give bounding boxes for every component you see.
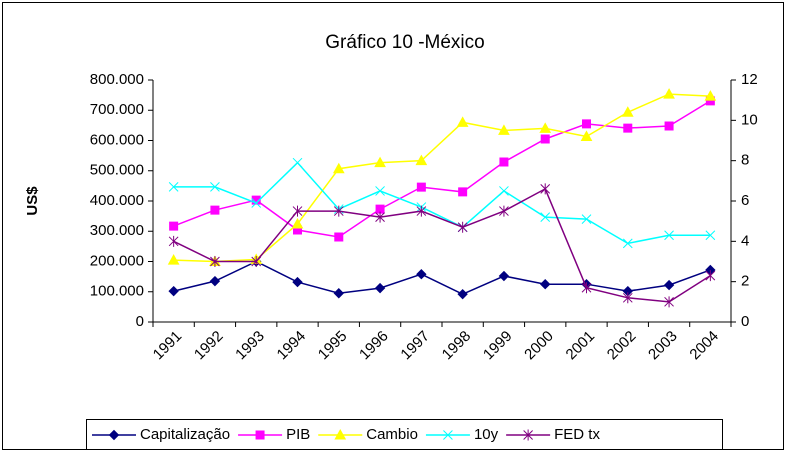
data-point	[663, 88, 675, 99]
series-line	[173, 260, 711, 295]
data-point	[581, 282, 592, 294]
data-point	[374, 156, 386, 168]
data-point	[499, 157, 509, 167]
data-point	[664, 296, 674, 308]
data-point	[333, 205, 344, 217]
data-point	[415, 154, 428, 166]
data-point	[663, 279, 675, 291]
y-tick-label: 600.000	[90, 131, 144, 148]
data-point	[622, 292, 633, 304]
legend-label: Cambio	[366, 426, 418, 443]
data-point	[664, 230, 674, 241]
legend-label: Capitalização	[140, 426, 230, 443]
data-point	[210, 256, 220, 267]
data-point	[457, 221, 468, 233]
data-point	[622, 238, 633, 249]
y2-tick-label: 4	[741, 232, 749, 249]
data-point	[416, 268, 427, 280]
data-point	[210, 205, 220, 215]
chart-title: Gráfico 10 -México	[325, 32, 484, 53]
data-point	[375, 186, 385, 196]
data-point	[540, 183, 551, 195]
data-point	[704, 90, 717, 101]
y-tick-label: 500.000	[90, 162, 144, 179]
legend-marker	[523, 429, 533, 441]
y-tick-label: 700.000	[90, 101, 144, 118]
data-point	[499, 186, 509, 196]
legend-marker	[255, 430, 265, 440]
data-point	[540, 212, 551, 222]
legend-label: FED tx	[554, 426, 600, 443]
data-point	[251, 256, 262, 267]
y-tick-label: 200.000	[90, 252, 144, 269]
y2-tick-label: 0	[741, 313, 749, 330]
data-point	[664, 121, 674, 131]
data-point	[416, 205, 427, 217]
y-tick-label: 0	[136, 313, 144, 330]
legend-marker	[108, 429, 120, 441]
data-point	[458, 187, 468, 197]
data-point	[705, 270, 716, 282]
data-point	[623, 123, 633, 133]
data-point	[168, 235, 179, 247]
y2-tick-label: 2	[741, 273, 749, 290]
data-point	[169, 221, 179, 231]
data-point	[705, 230, 716, 241]
data-point	[581, 214, 592, 225]
legend-box	[86, 419, 723, 450]
series-line	[173, 161, 711, 245]
data-point	[291, 217, 304, 229]
data-point	[209, 275, 221, 287]
data-point	[621, 106, 634, 117]
legend-marker	[334, 428, 347, 440]
y-tick-label: 100.000	[90, 283, 144, 300]
y2-tick-label: 8	[741, 152, 749, 169]
y2-tick-label: 10	[741, 111, 758, 128]
y2-tick-label: 6	[741, 192, 749, 209]
data-point	[540, 278, 551, 290]
data-point	[457, 288, 468, 300]
data-point	[580, 130, 593, 141]
data-point	[498, 270, 510, 282]
y-tick-label: 800.000	[90, 71, 144, 88]
data-point	[374, 282, 386, 294]
data-point	[539, 122, 552, 133]
data-point	[292, 276, 303, 288]
y-axis-label: US$	[24, 186, 41, 216]
data-point	[334, 232, 344, 242]
y-tick-label: 300.000	[90, 222, 144, 239]
legend-label: PIB	[286, 426, 310, 443]
data-point	[582, 119, 591, 129]
data-point	[333, 288, 344, 299]
data-point	[499, 205, 509, 217]
data-point	[540, 134, 550, 144]
data-point	[168, 285, 179, 297]
data-point	[168, 182, 179, 192]
series-line	[173, 187, 711, 303]
data-point	[167, 254, 180, 265]
data-point	[292, 205, 303, 217]
data-point	[375, 211, 385, 223]
data-point	[210, 182, 220, 192]
data-point	[292, 157, 303, 168]
y2-tick-label: 12	[741, 71, 758, 88]
data-point	[498, 124, 510, 135]
data-point	[332, 162, 345, 174]
y-tick-label: 400.000	[90, 192, 144, 209]
series-line	[173, 100, 711, 238]
legend-marker	[443, 430, 453, 440]
legend-label: 10y	[474, 426, 499, 443]
data-point	[416, 182, 426, 192]
data-point	[456, 116, 469, 127]
data-point	[251, 198, 262, 208]
